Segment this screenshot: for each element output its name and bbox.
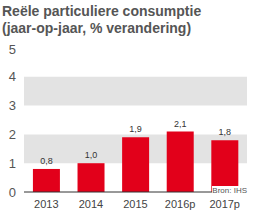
svg-text:0: 0 [9, 185, 16, 200]
svg-text:2013: 2013 [34, 198, 58, 210]
svg-text:1: 1 [9, 156, 16, 171]
html-text:(jaar-op-jaar, % verandering): (jaar-op-jaar, % verandering) [2, 20, 192, 36]
svg-text:3: 3 [9, 98, 16, 113]
svg-text:2014: 2014 [79, 198, 103, 210]
svg-text:1,0: 1,0 [85, 150, 98, 160]
svg-text:5: 5 [9, 42, 16, 57]
svg-text:2015: 2015 [123, 198, 147, 210]
svg-text:2: 2 [9, 127, 16, 142]
svg-text:2017p: 2017p [209, 198, 240, 210]
svg-text:0,8: 0,8 [40, 156, 53, 166]
svg-text:2,1: 2,1 [174, 119, 187, 129]
html-text:Reële particuliere consumptie: Reële particuliere consumptie [2, 3, 202, 19]
svg-text:2016p: 2016p [165, 198, 196, 210]
svg-text:1,8: 1,8 [219, 127, 232, 137]
html-text:Bron: IHS: Bron: IHS [212, 186, 247, 195]
svg-text:1,9: 1,9 [129, 124, 142, 134]
svg-text:4: 4 [9, 69, 16, 84]
